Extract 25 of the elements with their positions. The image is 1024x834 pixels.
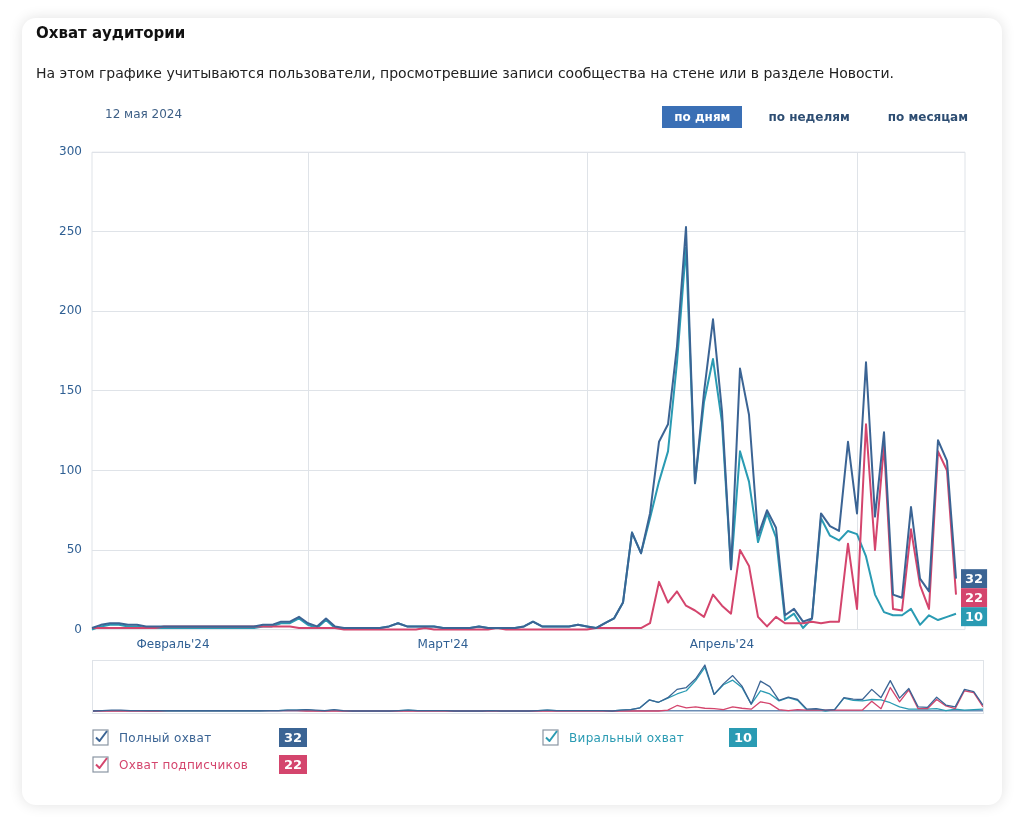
x-tick-label: Март'24 (417, 636, 469, 651)
data-label: 10 (965, 609, 984, 625)
x-tick-label: Апрель'24 (689, 636, 755, 651)
text: по неделям (767, 109, 851, 126)
y-tick-label: 0 (74, 621, 82, 636)
text: 10 (734, 730, 753, 745)
text: 22 (284, 757, 303, 772)
y-tick-label: 150 (59, 383, 82, 398)
legend-label: Полный охват (119, 730, 213, 745)
data-label: 32 (965, 571, 984, 587)
text: по дням (662, 106, 743, 128)
text: по месяцам (886, 109, 969, 126)
legend-label: Виральный охват (569, 730, 686, 745)
chart-title: Охват аудитории (36, 24, 186, 42)
y-tick-label: 100 (59, 462, 82, 477)
x-tick-label: Февраль'24 (136, 636, 210, 651)
text: 12 мая 2024 (105, 107, 183, 121)
y-tick-label: 300 (59, 144, 82, 159)
text: 32 (284, 730, 303, 745)
y-tick-label: 50 (66, 542, 82, 557)
y-tick-label: 200 (59, 303, 82, 318)
chart-subtitle: На этом графике учитываются пользователи, просмотревшие записи сообщества на стене или в разделе Новости. (36, 65, 894, 81)
legend-label: Охват подписчиков (119, 757, 250, 772)
y-tick-label: 250 (59, 223, 82, 238)
data-label: 22 (965, 590, 984, 606)
